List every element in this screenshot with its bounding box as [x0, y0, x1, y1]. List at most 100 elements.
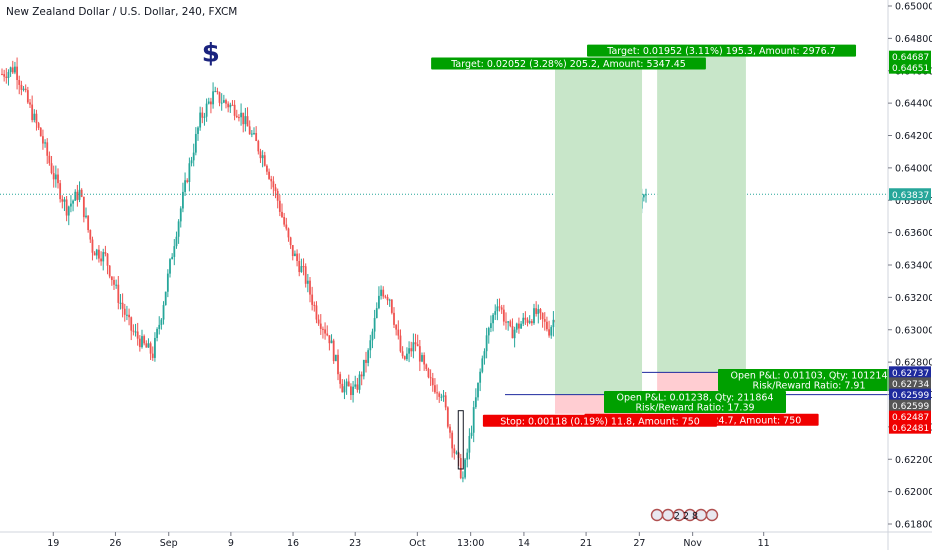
candle-body	[220, 102, 223, 104]
candle-body	[121, 302, 124, 309]
x-tick-label: 21	[580, 538, 592, 549]
candle-body	[203, 116, 206, 118]
price-tag: 0.64651	[892, 64, 929, 74]
candle-body	[5, 76, 8, 78]
candle-body	[179, 208, 182, 222]
candle-body	[149, 343, 152, 354]
candle-body	[50, 163, 53, 174]
candle-body	[410, 348, 413, 352]
candle-body	[496, 306, 499, 312]
price-tag-bg	[889, 421, 931, 434]
price-tag: 0.62734	[892, 380, 929, 390]
candle-body	[393, 312, 395, 325]
candle-body	[431, 378, 434, 386]
candle-body	[117, 284, 120, 303]
candle-body	[505, 321, 507, 323]
candle-body	[412, 342, 415, 352]
candle-body	[250, 133, 253, 135]
candle-body	[244, 116, 247, 125]
candle-body	[403, 356, 406, 360]
candle-body	[65, 199, 68, 216]
event-marker	[705, 508, 719, 522]
candle-body	[31, 104, 34, 121]
x-tick-label: Sep	[160, 538, 178, 549]
x-tick-label: 19	[47, 538, 59, 549]
candle-body	[440, 396, 443, 398]
y-tick-label: 0.64400	[895, 99, 932, 110]
candle-body	[539, 309, 542, 313]
candle-body	[526, 319, 529, 323]
target-label-1: Target: 0.01952 (3.11%) 195.3, Amount: 2…	[606, 46, 836, 57]
candle-body	[54, 174, 57, 180]
candle-body	[76, 191, 79, 200]
candle-body	[268, 171, 270, 179]
candle-body	[380, 289, 382, 296]
candle-body	[438, 393, 441, 397]
candle-body	[427, 368, 430, 378]
candle-body	[184, 180, 186, 192]
candle-body	[390, 299, 393, 313]
price-tag-bg	[889, 399, 931, 412]
candle-body	[386, 297, 389, 301]
candle-body	[263, 155, 266, 166]
price-tag: 0.62737	[892, 369, 929, 379]
candle-body	[201, 112, 204, 118]
candle-body	[57, 174, 59, 184]
candle-body	[246, 116, 249, 127]
candle-body	[85, 215, 87, 218]
position-1-box-bg	[718, 369, 900, 391]
candle-body	[82, 196, 85, 218]
candle-body	[61, 199, 64, 202]
y-tick-label: 0.62200	[895, 455, 932, 466]
candle-body	[1, 73, 3, 75]
candle-body	[509, 321, 512, 327]
annotation-layer: $2 2 8	[202, 39, 719, 522]
candle-body	[100, 258, 102, 262]
candle-body	[177, 221, 180, 237]
candle-body	[343, 386, 346, 393]
candle-body	[337, 354, 339, 375]
positions-layer[interactable]: Target: 0.01952 (3.11%) 195.3, Amount: 2…	[431, 44, 900, 428]
candle-body	[151, 353, 154, 358]
candle-body	[399, 335, 402, 352]
candle-body	[444, 395, 447, 408]
candle-body	[513, 329, 516, 339]
candle-body	[302, 266, 305, 268]
candle-body	[330, 340, 333, 344]
candle-body	[91, 239, 94, 253]
candle-body	[552, 319, 555, 328]
candle-body	[285, 224, 288, 229]
candle-body	[130, 317, 133, 331]
candle-body	[406, 353, 408, 360]
candle-body	[339, 374, 342, 384]
candle-body	[378, 295, 380, 309]
chart-title: New Zealand Dollar / U.S. Dollar, 240, F…	[6, 6, 237, 18]
candle-body	[408, 348, 410, 354]
candle-body	[436, 392, 438, 394]
candle-body	[328, 335, 331, 344]
stop-label-2-bg	[482, 414, 718, 427]
candle-body	[108, 265, 111, 277]
candle-body	[518, 323, 520, 329]
event-marker	[661, 508, 675, 522]
price-tag-bg	[889, 366, 931, 379]
candle-body	[231, 104, 234, 106]
candle-body	[218, 92, 221, 103]
candle-body	[401, 351, 404, 357]
y-tick-label: 0.63000	[895, 325, 932, 336]
price-tag: 0.62487	[892, 413, 929, 423]
candle-body	[110, 276, 113, 280]
candle-body	[175, 236, 178, 247]
candle-body	[365, 359, 367, 363]
position-1-box-ratio: Risk/Reward Ratio: 7.91	[752, 381, 865, 392]
candle-body	[315, 305, 318, 320]
candle-body	[164, 291, 167, 306]
candle-body	[143, 336, 146, 344]
candle-body	[214, 91, 217, 93]
candle-body	[498, 306, 501, 308]
candle-body	[319, 323, 322, 329]
candle-body	[416, 344, 419, 347]
highlighted-candle	[457, 410, 464, 470]
candle-body	[7, 72, 10, 78]
